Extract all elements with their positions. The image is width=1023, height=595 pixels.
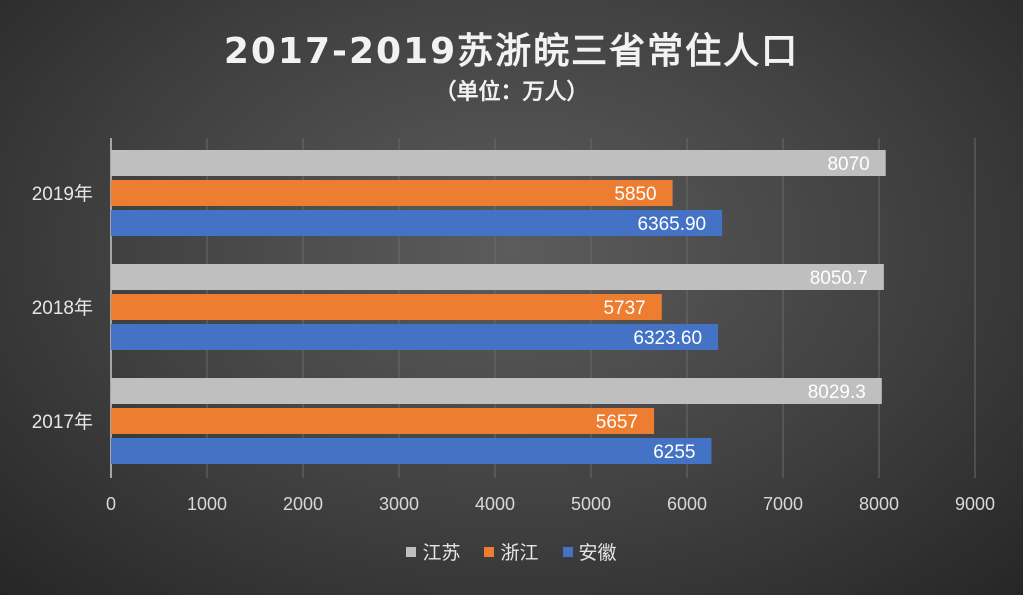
data-label: 8070 (827, 154, 869, 175)
x-tick-label: 4000 (475, 494, 515, 514)
data-label: 5850 (614, 184, 656, 205)
bar (111, 294, 662, 320)
legend-label: 江苏 (422, 542, 461, 564)
data-label: 8029.3 (808, 382, 866, 403)
category-label: 2018年 (32, 297, 93, 319)
legend-label: 安徽 (578, 542, 617, 564)
x-tick-label: 7000 (763, 494, 803, 514)
category-label: 2019年 (32, 183, 93, 205)
legend-item: 江苏 (406, 538, 460, 565)
data-label: 5737 (603, 298, 645, 319)
data-label: 6365.90 (637, 214, 706, 235)
bar (111, 264, 884, 290)
x-tick-label: 1000 (187, 494, 227, 514)
legend-item: 安徽 (562, 538, 617, 565)
data-label: 6255 (653, 442, 695, 463)
data-label: 6323.60 (633, 328, 702, 349)
chart-title: 2017-2019苏浙皖三省常住人口 (223, 31, 800, 72)
legend-swatch (484, 546, 495, 557)
chart-subtitle: （单位：万人） (434, 80, 589, 105)
x-tick-label: 2000 (283, 494, 323, 514)
data-label: 8050.7 (810, 268, 868, 289)
legend-swatch (562, 546, 573, 557)
category-label: 2017年 (32, 411, 93, 433)
data-label: 5657 (596, 412, 638, 433)
legend: 江苏 浙江 安徽 (0, 538, 1023, 565)
legend-swatch (406, 546, 417, 557)
x-tick-label: 5000 (571, 494, 611, 514)
x-tick-label: 0 (106, 494, 116, 514)
bar (111, 210, 723, 236)
bar (111, 378, 882, 404)
legend-label: 浙江 (500, 542, 539, 564)
legend-item: 浙江 (484, 538, 539, 565)
x-tick-label: 8000 (859, 494, 899, 514)
bar (111, 180, 673, 206)
bar (111, 408, 655, 434)
bar (111, 324, 719, 350)
x-tick-label: 6000 (667, 494, 707, 514)
x-tick-label: 9000 (955, 494, 995, 514)
x-tick-label: 3000 (379, 494, 419, 514)
bar (111, 150, 886, 176)
bar (111, 438, 712, 464)
